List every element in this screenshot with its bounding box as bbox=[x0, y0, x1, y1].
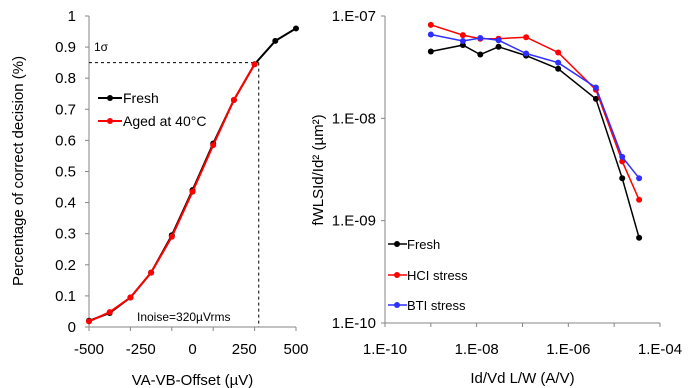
x-tick-label: -500 bbox=[74, 341, 104, 358]
data-point bbox=[495, 37, 502, 44]
y-tick-label: 0.6 bbox=[55, 132, 76, 149]
series-line-fresh bbox=[88, 27, 297, 322]
data-point bbox=[555, 59, 562, 66]
y-tick-label: 0.1 bbox=[55, 288, 76, 305]
x-tick-label: -250 bbox=[126, 341, 156, 358]
legend-marker bbox=[394, 272, 400, 278]
y-tick-label: 0 bbox=[68, 319, 76, 336]
y-tick-label: 1.E-09 bbox=[332, 213, 376, 230]
legend-label: Aged at 40°C bbox=[123, 113, 206, 129]
x-tick-label: 1.E-04 bbox=[638, 341, 682, 358]
y-tick-label: 1 bbox=[68, 8, 76, 25]
data-point bbox=[106, 309, 113, 316]
x-tick-label: 1.E-06 bbox=[546, 341, 590, 358]
y-axis-title: Percentage of correct decision (%) bbox=[10, 56, 27, 286]
data-point bbox=[148, 269, 155, 276]
y-tick-label: 0.7 bbox=[55, 101, 76, 118]
legend-marker bbox=[107, 95, 113, 101]
data-point bbox=[523, 50, 530, 57]
data-point bbox=[168, 233, 175, 240]
y-tick-label: 1.E-10 bbox=[332, 315, 376, 332]
series-line-aged-at-40-c bbox=[88, 63, 256, 323]
data-point bbox=[427, 21, 434, 28]
right-chart: 1.E-10 1.E-09 1.E-08 1.E-07 1.E-10 1.E-08 1.E-… bbox=[310, 8, 682, 387]
data-point bbox=[619, 153, 626, 160]
y-tick-label: 0.5 bbox=[55, 164, 76, 181]
x-axis-title: VA-VB-Offset (µV) bbox=[132, 372, 253, 388]
data-point bbox=[592, 95, 599, 102]
y-tick-label: 1.E-08 bbox=[332, 110, 376, 127]
data-point bbox=[459, 37, 466, 44]
left-chart: 0 0.1 0.2 0.3 0.4 0.5 0.6 0.7 0.8 0.9 1 -500 -250 0 25… bbox=[10, 8, 309, 388]
y-tick-label: 0.9 bbox=[55, 39, 76, 56]
data-point bbox=[592, 84, 599, 91]
data-point bbox=[427, 48, 434, 55]
x-axis-title: Id/Vd L/W (A/V) bbox=[470, 370, 574, 387]
data-point bbox=[459, 32, 466, 39]
x-tick-label: 500 bbox=[283, 341, 308, 358]
x-tick-label: 250 bbox=[232, 341, 257, 358]
data-point bbox=[251, 61, 258, 68]
data-point bbox=[555, 65, 562, 72]
y-tick-label: 1.E-07 bbox=[332, 8, 376, 25]
series-line-hci-stress bbox=[430, 24, 640, 201]
legend-label: Fresh bbox=[407, 237, 440, 252]
data-point bbox=[636, 234, 643, 241]
legend-label: BTI stress bbox=[407, 298, 466, 313]
data-point bbox=[477, 51, 484, 58]
data-point bbox=[636, 196, 643, 203]
data-point bbox=[555, 49, 562, 56]
x-tick-label: 0 bbox=[188, 341, 196, 358]
noise-label: Inoise=320µVrms bbox=[137, 310, 231, 324]
data-point bbox=[293, 25, 299, 32]
y-tick-label: 0.3 bbox=[55, 226, 76, 243]
data-point bbox=[272, 37, 279, 44]
data-point bbox=[523, 34, 530, 41]
legend-marker bbox=[394, 302, 400, 308]
data-point bbox=[477, 34, 484, 41]
data-point bbox=[427, 31, 434, 38]
x-tick-label: 1.E-08 bbox=[455, 341, 499, 358]
data-point bbox=[619, 175, 626, 182]
data-point bbox=[86, 318, 92, 325]
legend-marker bbox=[107, 118, 113, 124]
series-line-fresh bbox=[430, 44, 640, 239]
legend-marker bbox=[394, 241, 400, 247]
y-tick-label: 0.2 bbox=[55, 257, 76, 274]
y-tick-label: 0.4 bbox=[55, 195, 76, 212]
data-point bbox=[127, 294, 134, 301]
series-line-bti-stress bbox=[430, 33, 640, 179]
data-point bbox=[495, 43, 502, 50]
y-axis-title: fWLSId/Id² (µm²) bbox=[310, 114, 327, 225]
legend-label: Fresh bbox=[123, 90, 159, 106]
data-point bbox=[210, 142, 217, 149]
x-tick-label: 1.E-10 bbox=[363, 341, 407, 358]
data-point bbox=[230, 96, 237, 103]
legend-label: HCI stress bbox=[407, 268, 468, 283]
data-point bbox=[189, 188, 196, 195]
data-point bbox=[636, 175, 643, 182]
y-tick-label: 0.8 bbox=[55, 70, 76, 87]
sigma-label: 1σ bbox=[94, 40, 109, 54]
